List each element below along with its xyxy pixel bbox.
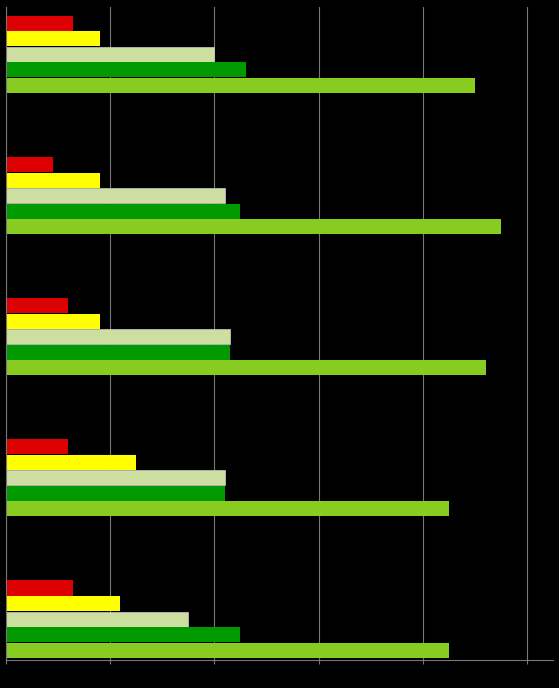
Bar <box>6 204 240 219</box>
Bar <box>6 173 100 188</box>
Bar <box>6 157 53 172</box>
Bar <box>6 219 501 234</box>
Bar <box>6 596 120 611</box>
Bar <box>6 486 225 501</box>
Bar <box>6 78 475 93</box>
Bar <box>6 502 449 517</box>
Bar <box>6 345 230 360</box>
Bar <box>6 314 100 329</box>
Bar <box>6 627 240 642</box>
Bar <box>6 329 230 344</box>
Bar <box>6 32 100 46</box>
Bar <box>6 581 73 596</box>
Bar <box>6 16 73 31</box>
Bar <box>6 47 214 62</box>
Bar <box>6 298 68 313</box>
Bar <box>6 643 449 658</box>
Bar <box>6 612 188 627</box>
Bar <box>6 455 136 470</box>
Bar <box>6 440 68 454</box>
Bar <box>6 361 486 376</box>
Bar <box>6 63 245 78</box>
Bar <box>6 188 225 203</box>
Bar <box>6 471 225 486</box>
